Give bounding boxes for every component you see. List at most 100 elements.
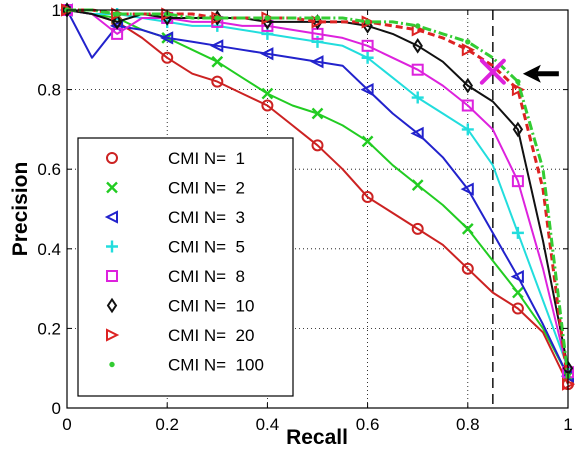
legend-label: CMI N= 8 [168,267,245,286]
data-point [310,55,324,69]
data-point [214,15,221,21]
legend-marker [106,240,118,253]
data-point [461,262,474,275]
legend-label: CMI N= 1 [168,149,245,168]
legend-label: CMI N= 2 [168,179,245,198]
data-point [461,99,474,112]
y-tick-label: 0.2 [37,319,61,338]
x-tick-label: 0.6 [356,415,380,434]
data-point [114,11,120,17]
data-point [261,27,274,40]
x-tick-label: 0 [62,415,71,434]
legend-marker [106,328,120,342]
y-tick-label: 0.4 [37,240,61,259]
y-axis-label: Precision [9,162,32,257]
data-point [512,286,524,299]
data-point [411,222,424,235]
annotation-layer-front [479,58,559,85]
data-point [512,121,524,138]
x-axis-label: Recall [286,426,348,449]
legend-box [77,137,294,397]
series-3 [59,3,574,383]
plot-frame [66,9,569,409]
data-point [411,91,424,104]
data-point [161,51,174,64]
legend: CMI N= 1 CMI N= 2 CMI N= 3 CMI N= 5 CMI N= 8… [77,137,294,397]
data-point [210,39,224,53]
data-point [511,82,526,97]
legend-entry: CMI N= 8 [106,267,245,286]
legend-entry: CMI N= 20 [106,326,254,345]
y-tick-label: 1 [52,1,61,20]
data-point [465,39,471,45]
arrow-head [522,64,541,83]
axis-ticks: 0 0.2 0.4 0.6 0.8 1 0 0.2 0.4 0.6 0.8 1 [37,1,572,434]
data-point [361,39,374,52]
legend-entry: CMI N= 10 [106,297,254,316]
data-point [510,270,524,284]
legend-marker [109,361,115,368]
data-point [461,43,476,57]
data-point [264,15,271,21]
data-point [462,77,474,94]
data-point [314,15,321,21]
y-tick-label: 0.6 [37,160,61,179]
data-point [515,78,521,85]
y-tick-label: 0.8 [37,81,61,100]
data-point [311,35,324,48]
x-tick-label: 0.8 [456,415,480,434]
series-line [66,9,569,385]
data-point [261,87,274,100]
legend-entry: CMI N= 2 [106,179,245,198]
data-point [364,19,371,25]
legend-marker [106,181,118,194]
data-point [361,51,374,64]
legend-label: CMI N= 3 [168,208,245,227]
legend-label: CMI N= 5 [168,238,245,257]
legend-marker [104,210,118,224]
legend-label: CMI N= 100 [168,356,264,375]
series-line [66,9,569,377]
x-tick-label: 1 [563,415,572,434]
series-line [66,9,569,373]
series-layer [59,2,575,391]
legend-entry: CMI N= 5 [106,238,245,257]
legend-label: CMI N= 20 [168,326,254,345]
legend-marker [106,152,118,164]
legend-entry: CMI N= 100 [109,356,264,375]
data-point [411,179,424,191]
operating-point-marker [479,58,506,85]
data-point [211,75,224,88]
series-5 [61,4,574,379]
data-point [111,14,123,30]
data-point [461,123,474,136]
legend-marker [106,270,118,282]
y-tick-label: 0 [52,399,61,418]
data-point [261,99,274,112]
data-point [511,226,524,239]
x-tick-label: 0.2 [155,415,179,434]
data-point [159,31,174,45]
legend-label: CMI N= 10 [168,297,254,316]
data-point [511,175,524,188]
data-point [411,63,424,76]
legend-entry: CMI N= 1 [106,149,245,168]
data-point [415,23,421,29]
data-point [360,82,374,97]
data-point [361,135,374,148]
x-tick-label: 0.4 [256,415,280,434]
data-point [311,139,324,152]
data-point [410,126,424,140]
data-point [361,191,374,204]
data-point [211,55,224,68]
legend-marker [106,297,118,314]
data-point [511,302,524,315]
data-point [412,38,423,54]
data-point [311,107,324,120]
data-point [260,47,274,61]
series-line [67,8,570,385]
legend-entry: CMI N= 3 [104,208,245,227]
data-point [460,182,474,196]
data-point [461,223,474,235]
